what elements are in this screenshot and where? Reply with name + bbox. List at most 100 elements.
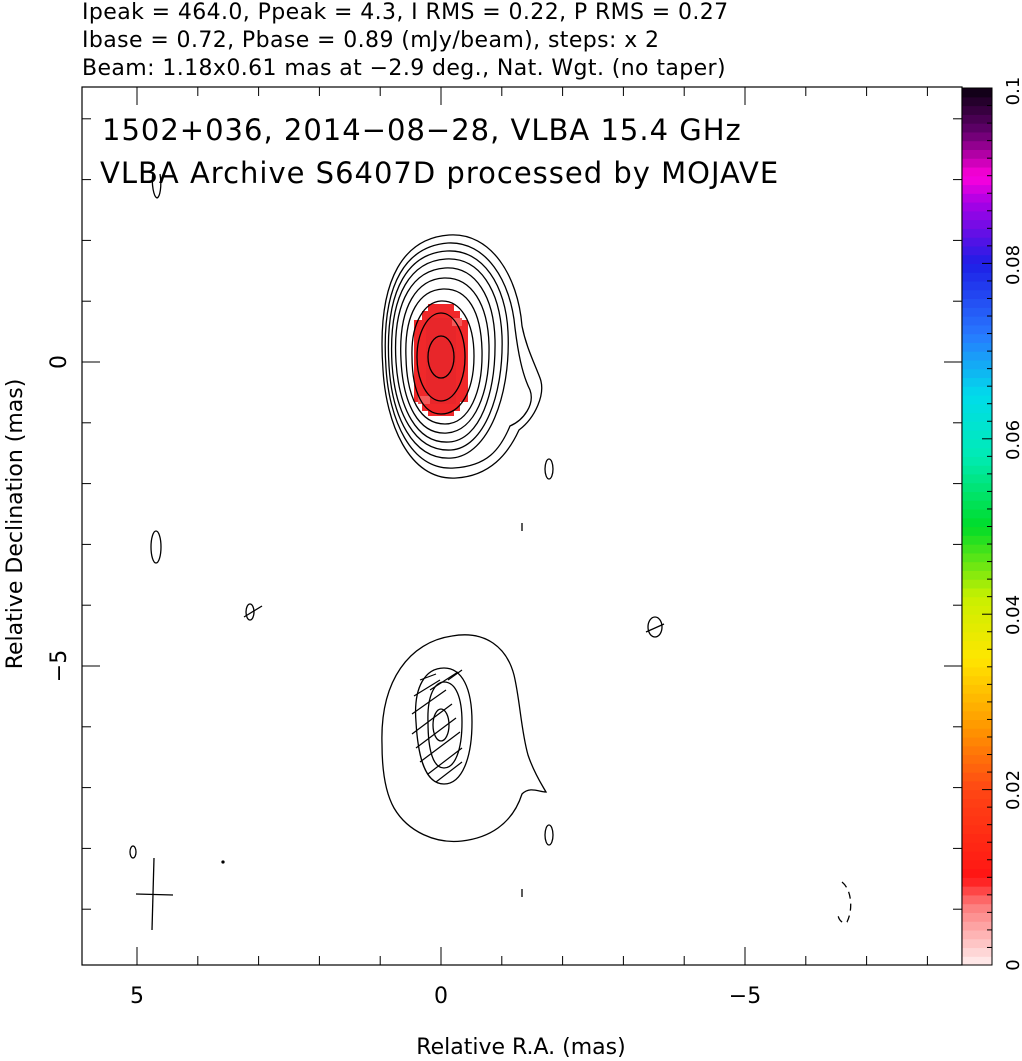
colorbar-cell (962, 886, 992, 896)
colorbar-cell (962, 675, 992, 685)
colorbar-cell (962, 228, 992, 238)
core-contour-4 (405, 288, 483, 425)
colorbar-cell (962, 842, 992, 852)
colorbar-cell (962, 359, 992, 370)
colorbar-cell (962, 473, 992, 484)
colorbar-cell (962, 552, 992, 563)
colorbar-cell (962, 868, 992, 878)
colorbar-cell (962, 210, 992, 221)
colorbar-cell (962, 202, 992, 212)
colorbar-cell (962, 877, 992, 887)
negative-contour (837, 881, 852, 924)
colorbar-cell (962, 403, 992, 414)
colorbar-cell (962, 184, 992, 194)
colorbar-cell (962, 640, 992, 650)
colorbar-cell (962, 763, 992, 773)
colorbar-cell (962, 929, 992, 940)
axis-ticks (82, 87, 962, 965)
colorbar-cell (962, 254, 992, 264)
colorbar-cell (962, 693, 992, 703)
colorbar-cell (962, 193, 992, 203)
colorbar-cell (962, 850, 992, 861)
colorbar-ticks (982, 87, 992, 966)
y-tick-label-0: 0 (47, 355, 72, 369)
colorbar-cell (962, 491, 992, 501)
colorbar-cell (962, 280, 992, 291)
colorbar-cell (962, 631, 992, 642)
colorbar-cell (962, 587, 992, 598)
colorbar-cell (962, 438, 992, 449)
colorbar-cell (962, 701, 992, 712)
noise-contour (129, 845, 137, 859)
colorbar-cell (962, 158, 992, 168)
core-contours (381, 234, 543, 479)
colorbar-cell (962, 614, 992, 624)
colorbar-cell (962, 772, 992, 782)
colorbar-cell (962, 394, 992, 405)
colorbar-cell (962, 289, 992, 300)
noise-contour (647, 616, 663, 638)
colorbar-cell (962, 912, 992, 922)
colorbar-label-0.06: 0.06 (1003, 420, 1022, 460)
noise-contours (129, 171, 852, 924)
core-polarization-fill (414, 304, 468, 416)
colorbar-cell (962, 123, 992, 133)
colorbar-cell (962, 447, 992, 457)
core-contour-6 (394, 267, 496, 443)
colorbar-cell (962, 324, 992, 335)
header-line-2: Ibase = 0.72, Pbase = 0.89 (mJy/beam), s… (82, 28, 659, 53)
colorbar-cell (962, 307, 992, 317)
colorbar-cell (962, 622, 992, 633)
colorbar-label-0.04: 0.04 (1003, 595, 1022, 635)
beam-cross (135, 857, 174, 931)
x-tick-label-neg5: −5 (729, 984, 761, 1009)
colorbar-cell (962, 903, 992, 913)
colorbar-cell (962, 114, 992, 124)
colorbar-cell (962, 482, 992, 493)
colorbar-cell (962, 342, 992, 352)
colorbar-cell (962, 263, 992, 273)
noise-contour (245, 603, 255, 621)
core-contour-10 (381, 234, 543, 479)
colorbar-cell (962, 815, 992, 826)
jet-contours (381, 634, 548, 843)
colorbar-cell (962, 789, 992, 799)
header-line-3: Beam: 1.18x0.61 mas at −2.9 deg., Nat. W… (82, 56, 726, 81)
colorbar-cell (962, 798, 992, 808)
colorbar-cell (962, 780, 992, 791)
noise-contour (544, 824, 554, 846)
colorbar-cell (962, 140, 992, 150)
jet-contour-1 (432, 708, 450, 742)
colorbar-cell (962, 561, 992, 571)
colorbar-cell (962, 719, 992, 729)
colorbar-cell (962, 298, 992, 308)
colorbar-cell (962, 351, 992, 361)
colorbar-cell (962, 666, 992, 677)
noise-contour (150, 530, 162, 564)
annotation-line-2: VLBA Archive S6407D processed by MOJAVE (100, 156, 779, 190)
colorbar-cell (962, 430, 992, 440)
x-tick-label-5: 5 (130, 984, 144, 1009)
colorbar-cell (962, 807, 992, 817)
colorbar-cell (962, 166, 992, 177)
noise-contour (544, 458, 554, 480)
core-contour-1 (427, 335, 455, 379)
colorbar-cell (962, 508, 992, 519)
colorbar-cell (962, 245, 992, 256)
colorbar-cell (962, 412, 992, 422)
colorbar-cell (962, 754, 992, 764)
colorbar-cell (962, 833, 992, 843)
colorbar-cell (962, 219, 992, 229)
colorbar-cell (962, 272, 992, 282)
colorbar-cell (962, 96, 992, 107)
colorbar-cell (962, 824, 992, 835)
colorbar-cell (962, 368, 992, 379)
core-contour-3 (411, 300, 475, 415)
colorbar-cell (962, 88, 992, 98)
colorbar-cell (962, 526, 992, 536)
colorbar-cell (962, 386, 992, 396)
colorbar-cell (962, 649, 992, 659)
x-tick-label-0: 0 (434, 984, 448, 1009)
x-axis-label: Relative R.A. (mas) (416, 1035, 625, 1060)
